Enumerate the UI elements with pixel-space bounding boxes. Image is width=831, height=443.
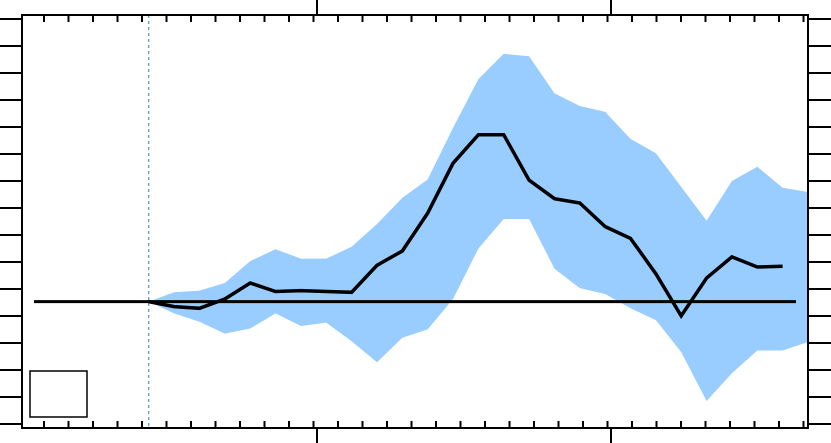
series-line — [148, 132, 783, 320]
plot-frame — [21, 14, 809, 429]
series-layer — [148, 132, 783, 320]
confidence-band — [148, 53, 809, 402]
legend-box — [29, 370, 88, 418]
confidence-band-layer — [148, 53, 809, 402]
